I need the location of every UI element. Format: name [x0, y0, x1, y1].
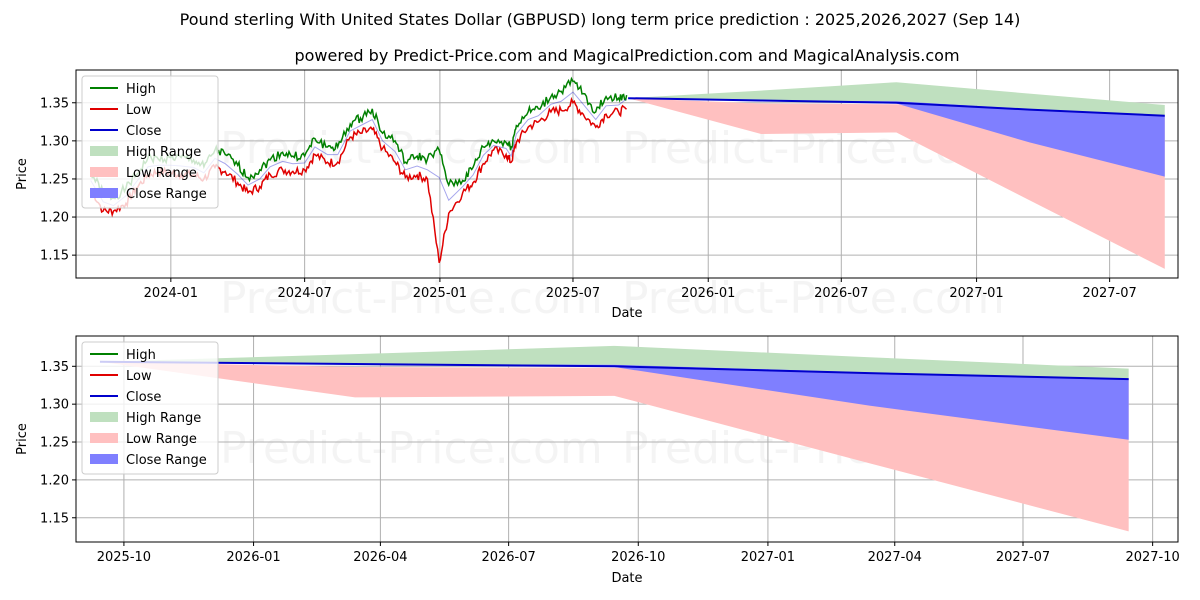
y-tick-label: 1.15: [40, 511, 69, 526]
watermark-top-left: Predict-Price.com: [220, 123, 603, 174]
x-tick-label: 2027-07: [1082, 286, 1136, 301]
x-tick-label: 2026-01: [681, 286, 735, 301]
x-tick-label: 2027-04: [868, 550, 922, 565]
top-x-axis-label: Date: [611, 306, 642, 321]
x-tick-label: 2026-01: [226, 550, 280, 565]
x-tick-label: 2025-07: [546, 286, 600, 301]
y-tick-label: 1.35: [40, 360, 69, 375]
legend-label: Low Range: [126, 166, 197, 181]
bottom-panel: Predict-Price.com Predict-Price.com 2025…: [15, 336, 1180, 586]
legend-label: Close Range: [126, 187, 207, 202]
legend-label: High: [126, 348, 156, 363]
legend-label: Close: [126, 390, 161, 405]
legend-label: Close: [126, 124, 161, 139]
x-tick-label: 2026-07: [814, 286, 868, 301]
high-range-legend-swatch: [90, 146, 118, 156]
y-tick-label: 1.30: [40, 398, 69, 413]
high-range-legend-swatch: [90, 412, 118, 422]
y-tick-label: 1.15: [40, 249, 69, 264]
y-tick-label: 1.30: [40, 134, 69, 149]
x-tick-label: 2025-10: [97, 550, 151, 565]
bottom-x-axis-label: Date: [611, 571, 642, 586]
legend-label: High Range: [126, 145, 201, 160]
close-range-legend-swatch: [90, 188, 118, 198]
x-tick-label: 2024-07: [277, 286, 331, 301]
bottom-y-axis-label: Price: [15, 423, 30, 455]
legend-label: High Range: [126, 411, 201, 426]
x-tick-label: 2026-07: [481, 550, 535, 565]
chart-subtitle: powered by Predict-Price.com and Magical…: [294, 46, 959, 65]
x-tick-label: 2026-04: [353, 550, 407, 565]
x-tick-label: 2027-07: [996, 550, 1050, 565]
watermark-bottom-left: Predict-Price.com: [220, 423, 603, 474]
y-tick-label: 1.20: [40, 473, 69, 488]
legend-label: Low Range: [126, 432, 197, 447]
y-tick-label: 1.20: [40, 211, 69, 226]
top-panel: Predict-Price.com Predict-Price.com Pred…: [15, 70, 1178, 324]
legend-label: High: [126, 82, 156, 97]
legend-label: Low: [126, 103, 152, 118]
y-tick-label: 1.35: [40, 96, 69, 111]
close-range-legend-swatch: [90, 454, 118, 464]
legend-label: Close Range: [126, 453, 207, 468]
y-tick-label: 1.25: [40, 436, 69, 451]
x-tick-label: 2024-01: [144, 286, 198, 301]
x-tick-label: 2027-01: [741, 550, 795, 565]
x-tick-label: 2026-10: [611, 550, 665, 565]
x-tick-label: 2025-01: [413, 286, 467, 301]
x-tick-label: 2027-01: [949, 286, 1003, 301]
top-y-axis-label: Price: [15, 158, 30, 190]
chart-title: Pound sterling With United States Dollar…: [180, 10, 1021, 29]
legend-label: Low: [126, 369, 152, 384]
x-tick-label: 2027-10: [1125, 550, 1179, 565]
y-tick-label: 1.25: [40, 172, 69, 187]
low-range-legend-swatch: [90, 167, 118, 177]
low-range-legend-swatch: [90, 433, 118, 443]
